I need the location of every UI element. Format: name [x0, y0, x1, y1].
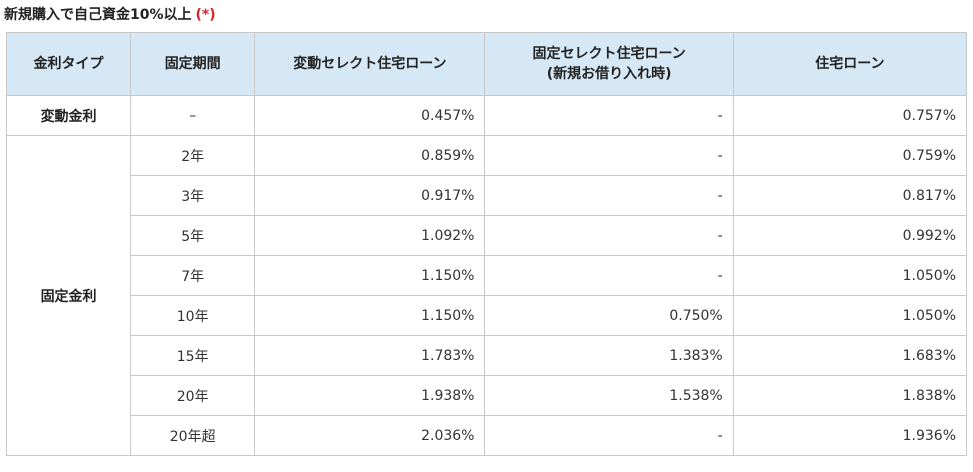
caption-note-mark: (*): [195, 7, 216, 23]
variable-select-rate-cell: 0.457%: [254, 95, 486, 136]
period-cell: 7年: [130, 255, 256, 296]
variable-select-rate-cell: 2.036%: [254, 415, 486, 456]
variable-select-rate-cell: 1.938%: [254, 375, 486, 416]
home-loan-rate-cell: 1.838%: [732, 375, 968, 416]
fixed-select-rate-cell: -: [484, 255, 734, 296]
table-row: 7年 1.150% - 1.050%: [7, 255, 968, 296]
variable-select-rate-cell: 1.150%: [254, 255, 486, 296]
home-loan-rate-cell: 0.992%: [732, 215, 968, 256]
fixed-select-rate-cell: -: [484, 95, 734, 136]
home-loan-rate-cell: 1.683%: [732, 335, 968, 376]
header-home-loan: 住宅ローン: [732, 32, 968, 96]
fixed-select-rate-cell: -: [484, 215, 734, 256]
home-loan-rate-cell: 1.050%: [732, 255, 968, 296]
rate-type-variable: 変動金利: [5, 95, 132, 136]
home-loan-rate-cell: 1.936%: [732, 415, 968, 456]
table-row: 変動金利 – 0.457% - 0.757%: [5, 95, 968, 136]
period-cell: 10年: [130, 295, 256, 336]
variable-select-rate-cell: 1.092%: [254, 215, 486, 256]
header-variable-select-loan: 変動セレクト住宅ローン: [254, 32, 486, 96]
home-loan-rate-cell: 0.759%: [732, 135, 968, 176]
home-loan-rate-cell: 0.817%: [732, 175, 968, 216]
header-fixed-select-loan: 固定セレクト住宅ローン (新規お借り入れ時): [484, 32, 734, 96]
header-rate-type: 金利タイプ: [5, 32, 132, 96]
table-row: 5年 1.092% - 0.992%: [7, 215, 968, 256]
header-row: 金利タイプ 固定期間 変動セレクト住宅ローン 固定セレクト住宅ローン (新規お借…: [5, 32, 968, 96]
period-cell: 15年: [130, 335, 256, 376]
table-body: 変動金利 – 0.457% - 0.757% 固定金利 2年 0.859% - …: [5, 95, 968, 456]
fixed-select-rate-cell: -: [484, 175, 734, 216]
fixed-select-rate-cell: -: [484, 415, 734, 456]
table-row: 20年 1.938% 1.538% 1.838%: [7, 375, 968, 416]
fixed-select-rate-cell: 0.750%: [484, 295, 734, 336]
fixed-select-rate-cell: -: [484, 135, 734, 176]
table-caption: 新規購入で自己資金10%以上 (*): [4, 3, 216, 27]
fixed-select-rate-cell: 1.383%: [484, 335, 734, 376]
table-header: 金利タイプ 固定期間 変動セレクト住宅ローン 固定セレクト住宅ローン (新規お借…: [5, 32, 968, 96]
interest-rate-table: 金利タイプ 固定期間 変動セレクト住宅ローン 固定セレクト住宅ローン (新規お借…: [5, 32, 968, 456]
header-fixed-period: 固定期間: [130, 32, 256, 96]
variable-select-rate-cell: 1.783%: [254, 335, 486, 376]
table-row: 固定金利 2年 0.859% - 0.759%: [5, 135, 968, 456]
variable-select-rate-cell: 1.150%: [254, 295, 486, 336]
table-row: 10年 1.150% 0.750% 1.050%: [7, 295, 968, 336]
table-row: 20年超 2.036% - 1.936%: [7, 415, 968, 456]
fixed-select-rate-cell: 1.538%: [484, 375, 734, 416]
period-cell: –: [130, 95, 256, 136]
variable-select-rate-cell: 0.859%: [254, 135, 486, 176]
caption-text: 新規購入で自己資金10%以上: [4, 7, 192, 23]
header-fixed-select-title: 固定セレクト住宅ローン: [532, 46, 686, 62]
table-row: 3年 0.917% - 0.817%: [7, 175, 968, 216]
period-cell: 2年: [130, 135, 256, 176]
home-loan-rate-cell: 1.050%: [732, 295, 968, 336]
variable-select-rate-cell: 0.917%: [254, 175, 486, 216]
period-cell: 20年超: [130, 415, 256, 456]
table-row: 15年 1.783% 1.383% 1.683%: [7, 335, 968, 376]
home-loan-rate-cell: 0.757%: [732, 95, 968, 136]
header-fixed-select-note: (新規お借り入れ時): [546, 66, 672, 82]
period-cell: 20年: [130, 375, 256, 416]
period-cell: 5年: [130, 215, 256, 256]
period-cell: 3年: [130, 175, 256, 216]
rate-type-fixed: 固定金利: [5, 135, 132, 456]
